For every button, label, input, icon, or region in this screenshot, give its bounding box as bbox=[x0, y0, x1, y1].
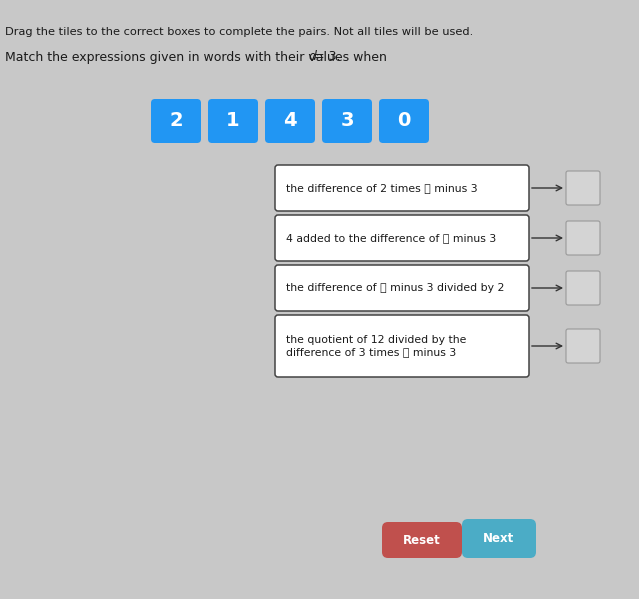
FancyBboxPatch shape bbox=[566, 171, 600, 205]
Text: Match the expressions given in words with their values when: Match the expressions given in words wit… bbox=[5, 50, 391, 63]
FancyBboxPatch shape bbox=[275, 315, 529, 377]
Text: the difference of 2 times 𝓕 minus 3: the difference of 2 times 𝓕 minus 3 bbox=[286, 183, 477, 193]
Text: the difference of 𝓕 minus 3 divided by 2: the difference of 𝓕 minus 3 divided by 2 bbox=[286, 283, 504, 293]
Text: Next: Next bbox=[483, 532, 514, 545]
Text: 0: 0 bbox=[397, 111, 411, 131]
FancyBboxPatch shape bbox=[322, 99, 372, 143]
Text: 4 added to the difference of 𝓕 minus 3: 4 added to the difference of 𝓕 minus 3 bbox=[286, 233, 497, 243]
FancyBboxPatch shape bbox=[208, 99, 258, 143]
FancyBboxPatch shape bbox=[151, 99, 201, 143]
Text: = 3.: = 3. bbox=[314, 50, 341, 63]
FancyBboxPatch shape bbox=[382, 522, 462, 558]
FancyBboxPatch shape bbox=[379, 99, 429, 143]
Text: 3: 3 bbox=[340, 111, 354, 131]
Text: the quotient of 12 divided by the
difference of 3 times 𝓕 minus 3: the quotient of 12 divided by the differ… bbox=[286, 335, 466, 357]
FancyBboxPatch shape bbox=[275, 265, 529, 311]
Text: 2: 2 bbox=[169, 111, 183, 131]
FancyBboxPatch shape bbox=[265, 99, 315, 143]
FancyBboxPatch shape bbox=[462, 519, 536, 558]
Text: Reset: Reset bbox=[403, 534, 441, 546]
Text: d: d bbox=[308, 50, 316, 63]
Text: 1: 1 bbox=[226, 111, 240, 131]
FancyBboxPatch shape bbox=[566, 221, 600, 255]
FancyBboxPatch shape bbox=[566, 271, 600, 305]
FancyBboxPatch shape bbox=[566, 329, 600, 363]
FancyBboxPatch shape bbox=[275, 215, 529, 261]
FancyBboxPatch shape bbox=[275, 165, 529, 211]
Text: Drag the tiles to the correct boxes to complete the pairs. Not all tiles will be: Drag the tiles to the correct boxes to c… bbox=[5, 27, 473, 37]
Text: 4: 4 bbox=[283, 111, 296, 131]
